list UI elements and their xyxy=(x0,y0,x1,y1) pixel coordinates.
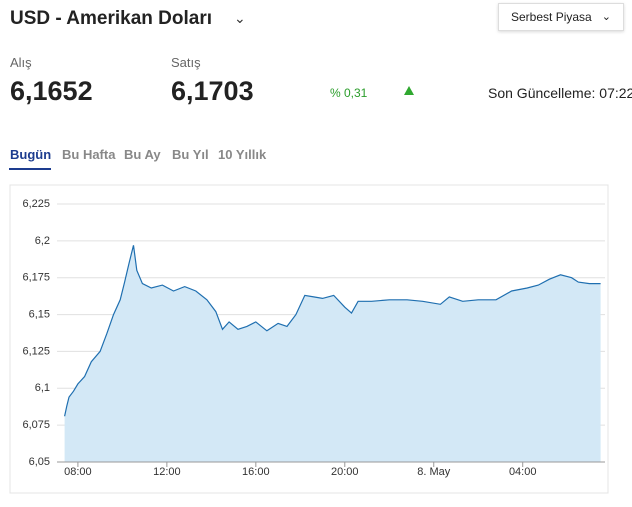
tab[interactable]: Bu Yıl xyxy=(172,147,209,162)
tab[interactable]: Bugün xyxy=(10,147,52,162)
chart-frame xyxy=(9,184,609,494)
y-tick-label: 6,15 xyxy=(29,308,50,320)
tab[interactable]: 10 Yıllık xyxy=(218,147,267,162)
buy-label: Alış xyxy=(10,55,32,70)
dropdown-arrow: ⌄ xyxy=(601,11,611,23)
line xyxy=(64,245,601,417)
y-tick-label: 6,225 xyxy=(22,198,50,210)
y-tick-label: 6,2 xyxy=(35,235,50,247)
dropdown-label: Serbest Piyasa xyxy=(511,10,592,24)
y-tick-label: 6,075 xyxy=(22,419,50,431)
buy-value: 6,1652 xyxy=(10,76,93,106)
x-tick-label: 16:00 xyxy=(242,466,270,478)
sell-value: 6,1703 xyxy=(171,76,254,106)
up-arrow xyxy=(404,86,414,95)
y-tick-label: 6,175 xyxy=(22,272,50,284)
sell-label: Satış xyxy=(171,55,201,70)
y-tick-label: 6,125 xyxy=(22,345,50,357)
market-dropdown[interactable]: Serbest Piyasa ⌄ xyxy=(498,3,624,31)
x-tick-label: 04:00 xyxy=(509,466,537,478)
x-tick-label: 20:00 xyxy=(331,466,359,478)
title: USD - Amerikan Doları xyxy=(10,8,213,29)
tab[interactable]: Bu Hafta xyxy=(62,147,116,162)
x-tick-label: 8. May xyxy=(417,466,451,478)
y-tick-label: 6,1 xyxy=(35,382,50,394)
x-tick-label: 08:00 xyxy=(64,466,92,478)
area xyxy=(64,245,601,462)
change: % 0,31 xyxy=(330,86,368,100)
y-tick-label: 6,05 xyxy=(29,456,50,468)
tab-underline xyxy=(9,168,51,170)
x-tick-label: 12:00 xyxy=(153,466,181,478)
tab[interactable]: Bu Ay xyxy=(124,147,161,162)
updated: Son Güncelleme: 07:22 xyxy=(488,85,632,101)
title-caret[interactable]: ⌄ xyxy=(234,10,246,26)
